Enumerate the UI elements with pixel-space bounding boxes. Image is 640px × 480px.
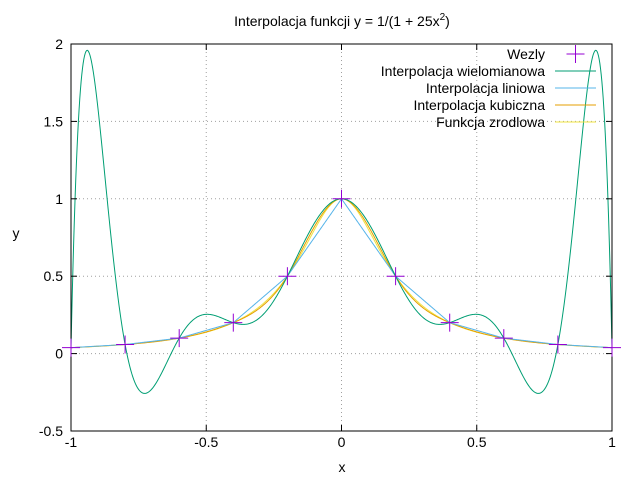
y-tick-label: 1.5 [44, 113, 64, 129]
node-point [332, 189, 351, 208]
node-point [386, 267, 405, 286]
chart-title-end: ) [445, 13, 450, 29]
grid [71, 44, 612, 431]
legend-label-polynomial: Interpolacja wielomianowa [381, 63, 545, 79]
y-tick-label: 1 [55, 191, 63, 207]
y-tick-label: 2 [55, 36, 63, 52]
y-tick-label: 0.5 [44, 268, 64, 284]
x-tick-label: 0.5 [467, 434, 487, 450]
chart-title-main: Interpolacja funkcji y = 1/(1 + 25x [234, 13, 439, 29]
node-point [170, 329, 189, 348]
node-point [548, 335, 567, 354]
chart-title: Interpolacja funkcji y = 1/(1 + 25x2) [234, 12, 450, 29]
legend-label-points: Wezly [507, 46, 545, 62]
axis-ticks: -1 -0.5 0 0.5 1-0.500.511.52 [39, 36, 616, 450]
legend-label-source: Funkcja zrodlowa [436, 114, 545, 130]
node-point [62, 338, 80, 357]
x-tick-label: 0 [338, 434, 346, 450]
x-tick-label: 1 [608, 434, 616, 450]
x-tick-label: -1 [65, 434, 78, 450]
node-point [224, 313, 243, 332]
node-point [603, 338, 621, 357]
chart-title-superscript: 2 [440, 12, 446, 23]
node-points [62, 189, 621, 357]
y-tick-label: 0 [55, 346, 63, 362]
x-axis-label: x [339, 459, 346, 475]
y-tick-label: -0.5 [39, 423, 63, 439]
y-axis-label: y [13, 225, 20, 241]
legend-label-linear: Interpolacja liniowa [426, 80, 545, 96]
node-point [440, 313, 459, 332]
legend-label-cubic: Interpolacja kubiczna [413, 97, 545, 113]
node-point [278, 267, 297, 286]
x-tick-label: -0.5 [194, 434, 218, 450]
legend-sample-points [566, 45, 585, 63]
node-point [494, 329, 513, 348]
node-point [116, 335, 135, 354]
